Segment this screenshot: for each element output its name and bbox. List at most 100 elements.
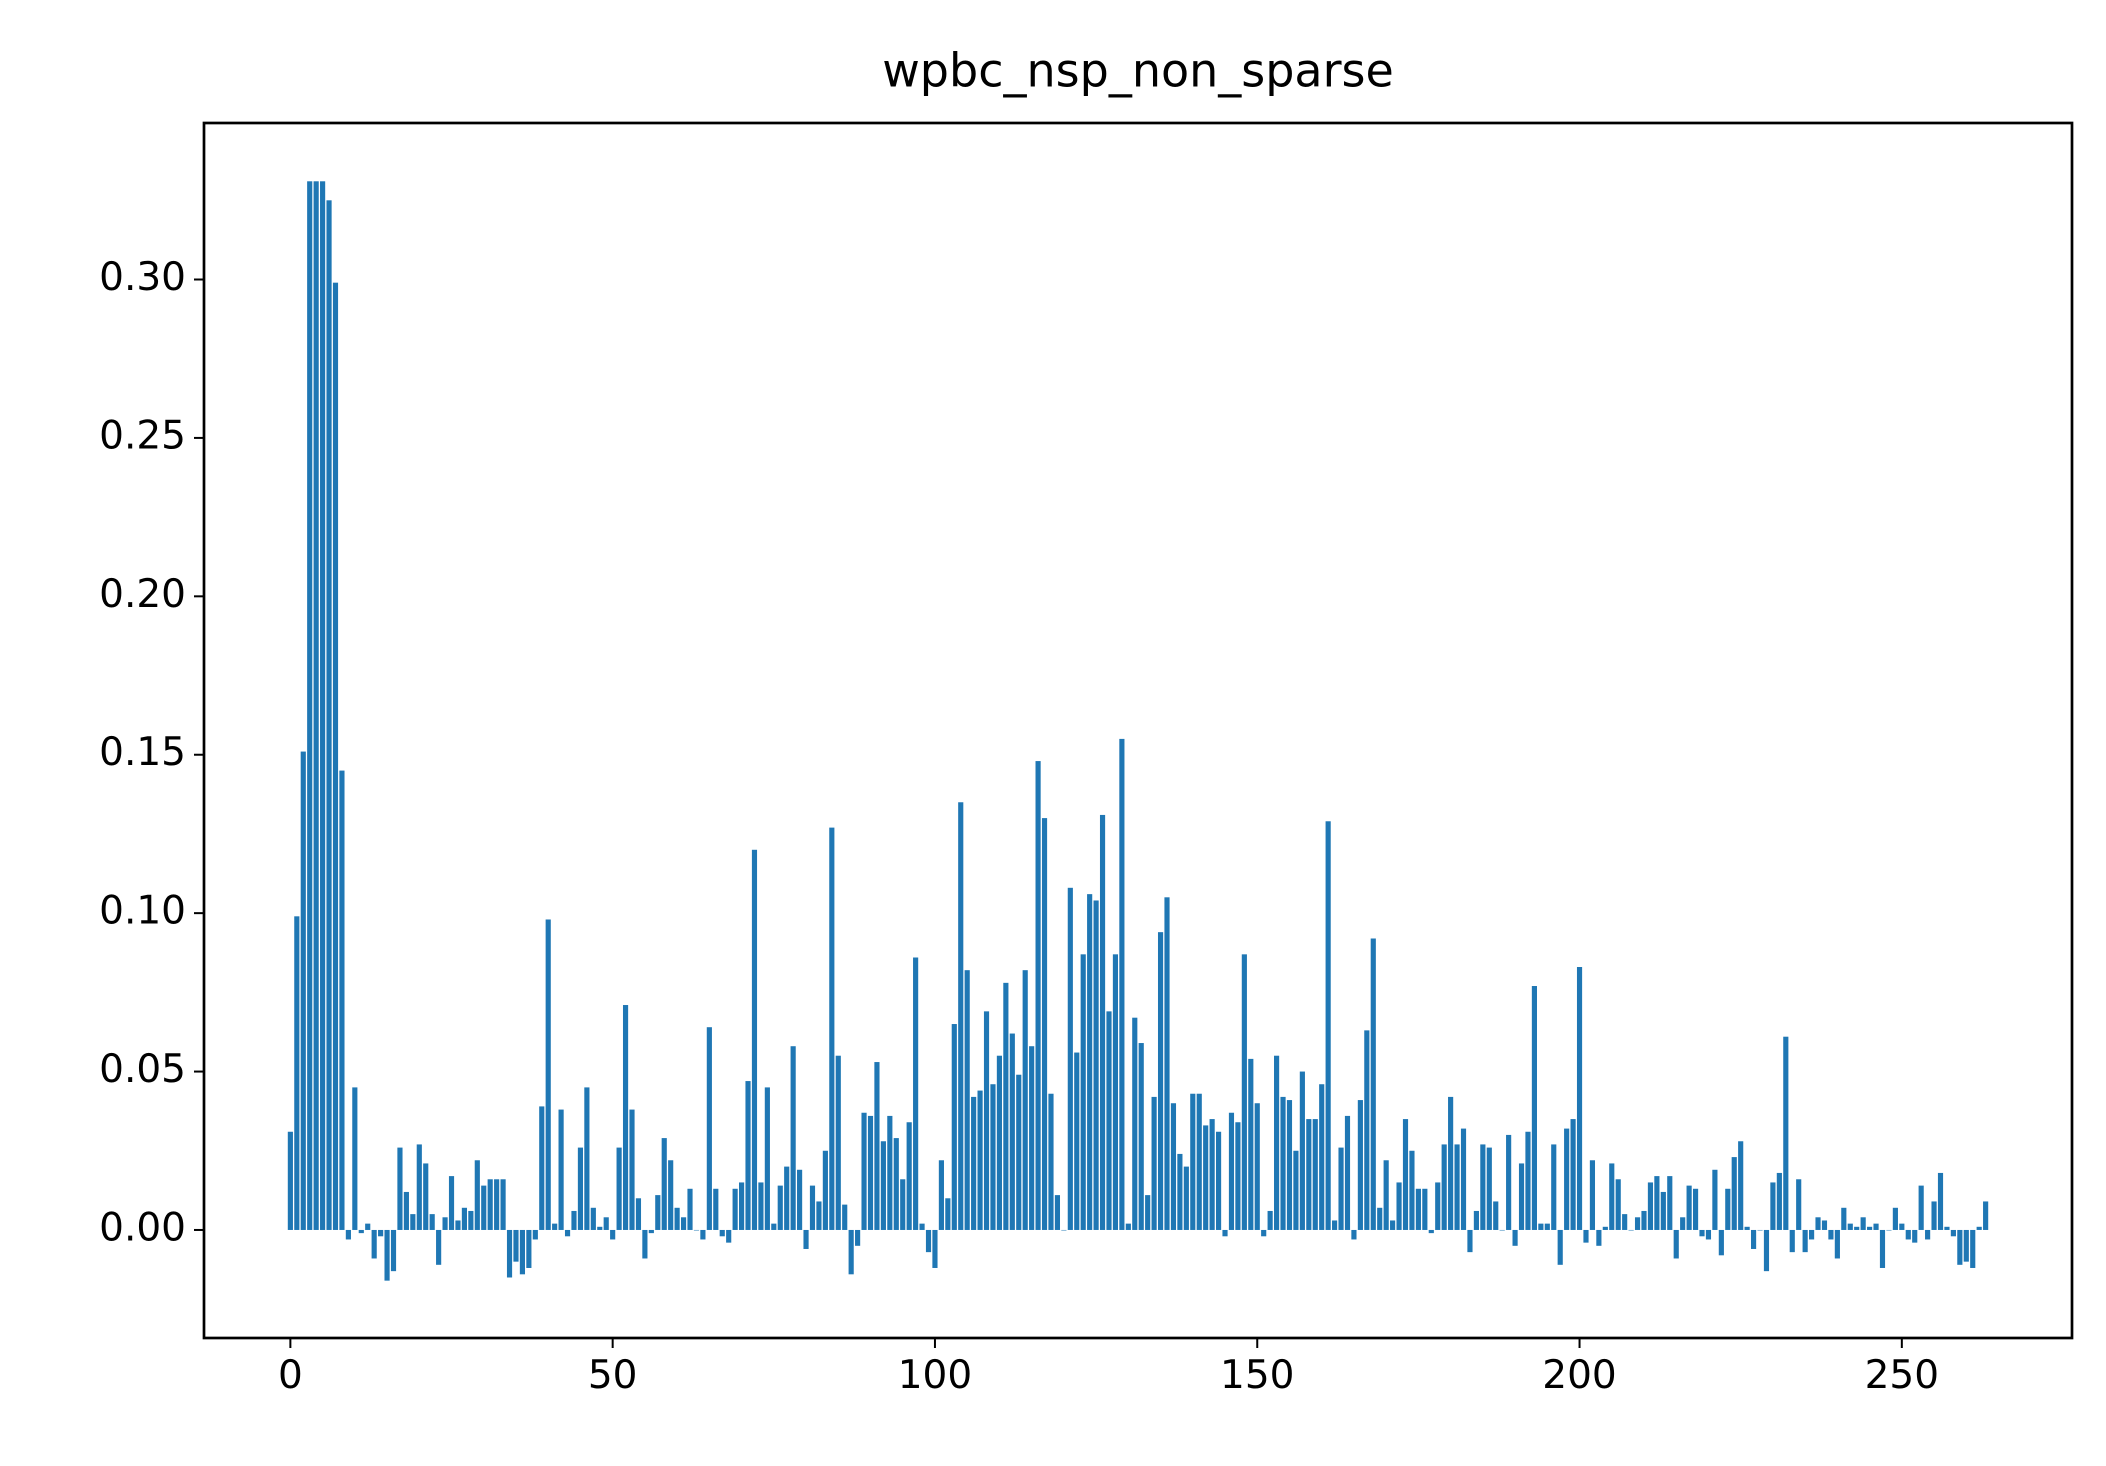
bar bbox=[1557, 1229, 1563, 1265]
bar bbox=[1602, 1226, 1608, 1230]
bar bbox=[1003, 982, 1009, 1230]
bar bbox=[390, 1229, 397, 1272]
bar bbox=[1209, 1119, 1215, 1230]
bar bbox=[1641, 1210, 1647, 1230]
bar bbox=[1628, 1229, 1634, 1231]
bar bbox=[1564, 1128, 1570, 1230]
bar bbox=[668, 1160, 674, 1230]
bar bbox=[764, 1087, 770, 1230]
y-tick-label: 0.00 bbox=[99, 1205, 186, 1250]
bar bbox=[1151, 1096, 1157, 1230]
bar bbox=[294, 916, 300, 1230]
bar bbox=[1344, 1115, 1351, 1230]
bar bbox=[803, 1229, 809, 1249]
bar bbox=[1125, 1223, 1131, 1230]
bar bbox=[1196, 1093, 1202, 1230]
bar bbox=[558, 1109, 564, 1230]
bar bbox=[648, 1229, 654, 1234]
y-tick-label: 0.15 bbox=[99, 730, 186, 775]
bar bbox=[448, 1176, 455, 1230]
bar bbox=[945, 1198, 951, 1230]
bar bbox=[1493, 1201, 1499, 1230]
bar bbox=[1041, 818, 1048, 1230]
bar bbox=[1402, 1119, 1409, 1230]
bar bbox=[706, 1027, 712, 1230]
bar bbox=[855, 1229, 861, 1246]
bar bbox=[842, 1204, 848, 1230]
bar bbox=[971, 1096, 977, 1230]
bar bbox=[745, 1081, 751, 1230]
bar bbox=[1931, 1201, 1937, 1230]
bar bbox=[1518, 1163, 1525, 1230]
bar bbox=[564, 1229, 571, 1237]
bar bbox=[1622, 1214, 1628, 1230]
bar bbox=[545, 919, 551, 1230]
bar bbox=[1132, 1017, 1138, 1230]
bar bbox=[1112, 954, 1119, 1230]
bar bbox=[1970, 1229, 1976, 1268]
bar bbox=[887, 1115, 893, 1230]
bar bbox=[1280, 1096, 1286, 1230]
bar bbox=[913, 957, 919, 1230]
bar bbox=[822, 1150, 828, 1230]
bar bbox=[519, 1229, 526, 1275]
bar bbox=[326, 200, 332, 1230]
bar bbox=[1067, 887, 1073, 1230]
bar bbox=[809, 1185, 816, 1230]
bar bbox=[1673, 1229, 1679, 1259]
bar bbox=[1267, 1210, 1273, 1230]
bar bbox=[481, 1185, 487, 1230]
bar bbox=[1699, 1229, 1705, 1237]
bar bbox=[1712, 1169, 1718, 1230]
bar bbox=[320, 181, 326, 1230]
bar bbox=[1551, 1144, 1557, 1230]
plot-area bbox=[287, 181, 1989, 1281]
bar bbox=[1506, 1134, 1512, 1230]
bar bbox=[287, 1131, 293, 1230]
bar bbox=[1912, 1229, 1918, 1243]
bar bbox=[1454, 1144, 1460, 1230]
bar bbox=[1583, 1229, 1589, 1243]
bar bbox=[1170, 1103, 1177, 1230]
bar bbox=[1531, 986, 1537, 1230]
bar bbox=[726, 1229, 732, 1243]
bar bbox=[1680, 1217, 1686, 1230]
bar bbox=[1473, 1210, 1479, 1230]
bar bbox=[539, 1106, 545, 1230]
bar bbox=[622, 1005, 629, 1230]
bar bbox=[713, 1188, 719, 1230]
bar bbox=[384, 1229, 390, 1281]
bar bbox=[996, 1055, 1002, 1230]
bar bbox=[1286, 1100, 1293, 1230]
bar bbox=[345, 1229, 351, 1240]
bar bbox=[700, 1229, 706, 1240]
bar bbox=[1834, 1229, 1840, 1259]
bar bbox=[1157, 932, 1164, 1230]
bar bbox=[1183, 1166, 1189, 1230]
bar bbox=[1789, 1229, 1795, 1253]
bar bbox=[1744, 1226, 1750, 1230]
bar bbox=[474, 1160, 480, 1230]
bar bbox=[378, 1229, 384, 1237]
bar bbox=[1544, 1223, 1550, 1230]
bar bbox=[597, 1226, 603, 1230]
bar bbox=[758, 1182, 764, 1230]
bar bbox=[584, 1087, 590, 1230]
bar bbox=[1048, 1093, 1054, 1230]
bar bbox=[332, 282, 339, 1230]
bar bbox=[797, 1169, 803, 1230]
bar bbox=[352, 1087, 358, 1230]
bar bbox=[1106, 1011, 1112, 1230]
bar bbox=[925, 1229, 932, 1253]
bar bbox=[732, 1188, 738, 1230]
bar bbox=[790, 1046, 796, 1230]
bar bbox=[1486, 1147, 1492, 1230]
bar bbox=[442, 1217, 448, 1230]
bar bbox=[1873, 1223, 1879, 1230]
bar bbox=[358, 1229, 364, 1234]
bar bbox=[1460, 1128, 1467, 1230]
bar bbox=[1357, 1100, 1363, 1230]
bar bbox=[1589, 1160, 1596, 1230]
bar bbox=[1796, 1179, 1802, 1230]
